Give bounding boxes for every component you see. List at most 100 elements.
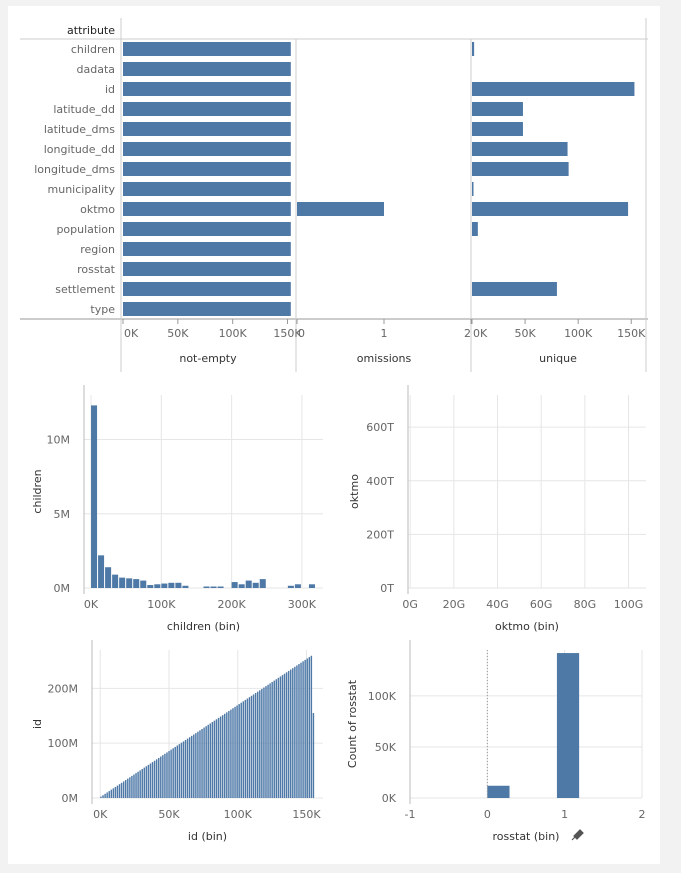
bar [269, 683, 271, 798]
id-histogram: 0K 50K 100K 150K 0M 100M 200M id (bin) id [31, 640, 323, 843]
oktmo-histogram: 0G 20G 40G 60G 80G 100G 0T 200T 400T 600T oktmo (b… [348, 385, 646, 633]
bar [112, 574, 119, 588]
bar [294, 584, 301, 588]
bar [257, 691, 259, 798]
bar [170, 749, 172, 798]
bar [472, 202, 629, 216]
bar [147, 764, 150, 798]
bar [162, 755, 164, 798]
bar [98, 555, 105, 588]
bar [139, 770, 141, 798]
bar [137, 771, 139, 798]
y-axis-title: id [31, 719, 44, 729]
bar [234, 706, 236, 798]
bar [271, 682, 273, 798]
x-tick-label: 1 [561, 808, 568, 821]
y-tick-label: 50K [375, 741, 397, 754]
bar [168, 582, 175, 588]
category-label: dadata [77, 63, 116, 76]
x-tick-label: 100K [224, 808, 253, 821]
category-label: oktmo [80, 203, 115, 216]
bar [123, 302, 291, 316]
bar [472, 282, 557, 296]
bar [161, 583, 168, 588]
bar [176, 745, 179, 798]
bar [151, 762, 154, 798]
bar [188, 737, 191, 798]
bar [472, 122, 523, 136]
x-tick-label: 0G [402, 598, 418, 611]
bar [123, 222, 291, 236]
bar [472, 222, 478, 236]
bar [140, 580, 147, 588]
y-tick-label: 0T [380, 582, 394, 595]
bar [226, 712, 228, 798]
bar [472, 82, 635, 96]
y-axis-title: oktmo [348, 474, 361, 509]
category-label: region [80, 243, 115, 256]
bar [102, 795, 104, 798]
bar [184, 740, 187, 798]
bar [178, 744, 181, 798]
bar [158, 757, 160, 798]
tick-label: 50K [167, 327, 189, 340]
y-tick-label: 200T [366, 528, 394, 541]
bar [221, 715, 224, 798]
x-tick-label: 100K [147, 598, 176, 611]
bar [135, 773, 137, 798]
category-label: latitude_dms [44, 123, 115, 136]
bar [236, 705, 238, 798]
bar [279, 676, 282, 798]
bar [215, 719, 218, 798]
tick-label: 2 [464, 327, 471, 340]
bar [180, 742, 183, 798]
bar [123, 162, 291, 176]
bar [91, 405, 98, 588]
bar [191, 735, 193, 798]
category-label: population [56, 223, 115, 236]
x-tick-label: 0 [484, 808, 491, 821]
bar [131, 775, 133, 798]
bar [287, 670, 290, 798]
bar [145, 766, 148, 798]
bar [273, 680, 275, 798]
bar [472, 162, 569, 176]
x-tick-label: 0K [93, 808, 108, 821]
bar [175, 582, 182, 588]
bar [123, 242, 291, 256]
category-label: longitude_dd [44, 143, 115, 156]
bar [125, 780, 127, 798]
bar [283, 673, 286, 798]
bar [238, 584, 245, 588]
bar [263, 687, 265, 798]
x-tick-label: 20G [443, 598, 466, 611]
axis-title: not-empty [179, 352, 237, 365]
bar [240, 702, 242, 798]
bar [133, 579, 140, 588]
bar [211, 722, 214, 798]
bar [248, 697, 251, 798]
bar [122, 781, 125, 798]
x-tick-label: 2 [639, 808, 646, 821]
tick-label: 50K [514, 327, 536, 340]
tick-label: 100K [564, 327, 593, 340]
bar [147, 585, 154, 588]
bar [210, 586, 217, 588]
bar [100, 796, 102, 798]
category-label: municipality [48, 183, 116, 196]
bar [245, 580, 252, 588]
bar [238, 704, 240, 798]
x-tick-label: 200K [218, 598, 247, 611]
tick-label: 0K [473, 327, 488, 340]
bar [312, 713, 315, 798]
bar [174, 746, 176, 798]
category-label: latitude_dd [53, 103, 115, 116]
bar [267, 684, 269, 798]
bar [304, 659, 306, 798]
x-axis-title: id (bin) [188, 830, 227, 843]
y-tick-label: 0K [382, 792, 397, 805]
bar [306, 658, 308, 798]
bar [127, 778, 129, 798]
bar [287, 585, 294, 588]
bar [294, 666, 296, 798]
